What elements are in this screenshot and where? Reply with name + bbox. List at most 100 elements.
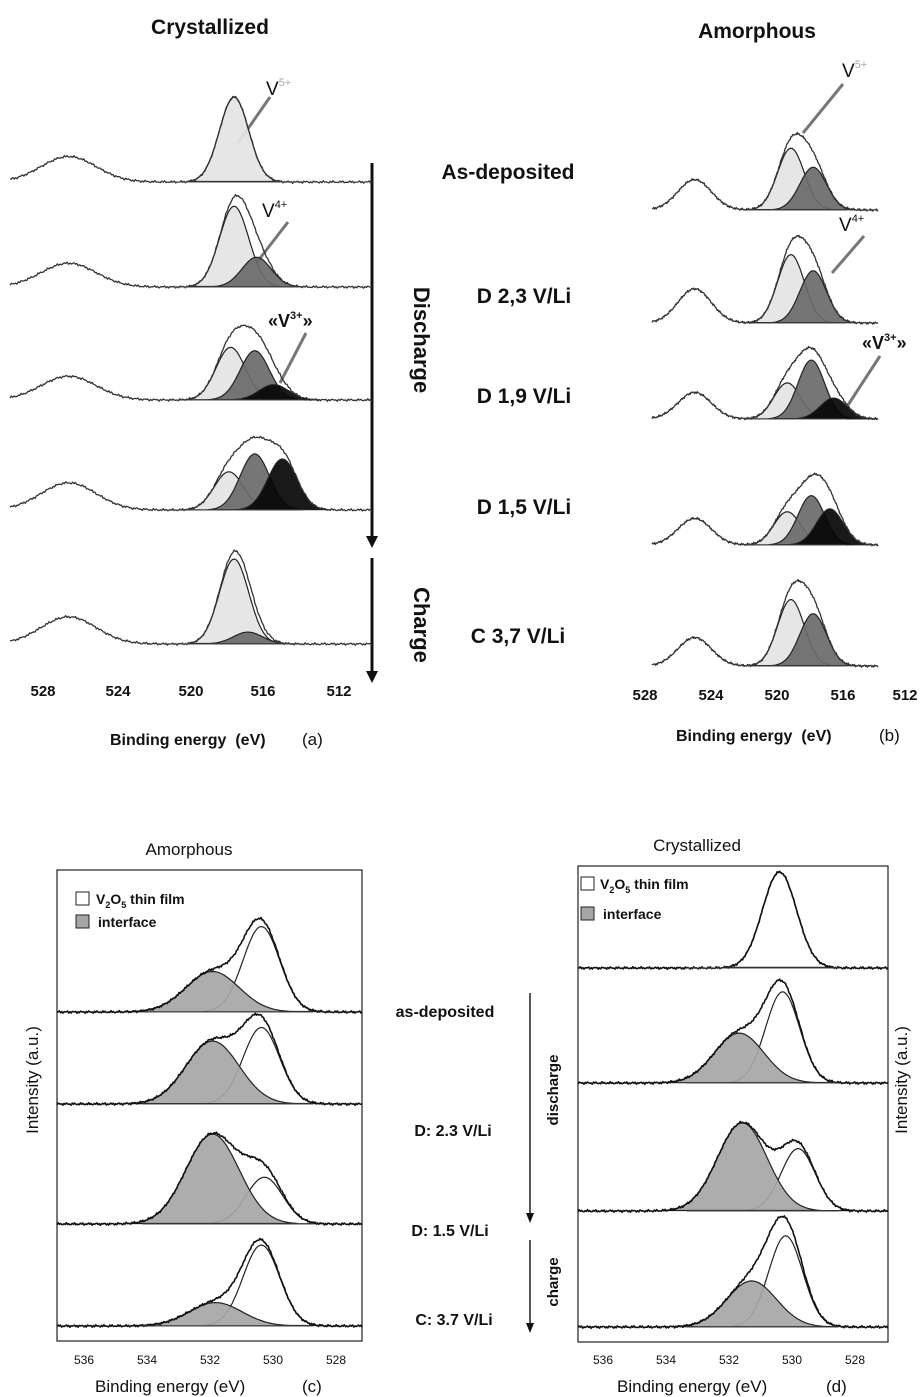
panel-b-title: Amorphous xyxy=(698,20,816,43)
panel-c-x-axis: 536 534 532 530 528 xyxy=(74,1353,346,1367)
spectrum-envelope xyxy=(56,1012,363,1106)
bottom-state-d15: D: 1.5 V/Li xyxy=(411,1223,488,1240)
legend-swatch-interface xyxy=(580,906,595,921)
spectrum-envelope xyxy=(9,324,373,402)
panel-c-frame xyxy=(56,869,363,1342)
legend-interface-label: interface xyxy=(603,906,662,922)
panel-a-x-axis: 528 524 520 516 512 xyxy=(30,683,351,700)
component-peak xyxy=(187,96,282,183)
panel-d-tick-label: 528 xyxy=(845,1353,865,1367)
charge-label: Charge xyxy=(409,587,434,663)
discharge-label: Discharge xyxy=(409,287,434,393)
spectrum-envelope xyxy=(651,578,879,668)
spectrum-envelope xyxy=(56,1131,363,1227)
spectrum-envelope xyxy=(651,472,879,547)
annot-b-v4-line xyxy=(830,235,866,274)
panel-b-x-label: Binding energy (eV) xyxy=(676,728,832,745)
spectrum-envelope xyxy=(577,1215,889,1330)
spectrum-envelope xyxy=(9,194,373,289)
spectrum-envelope xyxy=(577,1120,889,1214)
panel-b-tick-label: 520 xyxy=(764,687,789,704)
bottom-state-c37: C: 3.7 V/Li xyxy=(415,1312,492,1329)
legend-interface-label: interface xyxy=(98,914,157,930)
panel-d-tick-label: 534 xyxy=(656,1353,676,1367)
bottom-discharge-arrow xyxy=(526,993,534,1223)
panel-b-panel-label: (b) xyxy=(879,726,900,745)
spectrum-envelope xyxy=(9,549,373,646)
panel-d-panel-label: (d) xyxy=(826,1377,847,1396)
legend-swatch-interface xyxy=(75,914,90,929)
annot-a-v4-sup: 4+ xyxy=(275,199,288,211)
panel-c-tick-label: 536 xyxy=(74,1353,94,1367)
panel-a-tick-label: 520 xyxy=(178,683,203,700)
state-label-c37: C 3,7 V/Li xyxy=(471,625,566,648)
panel-d-x-label: Binding energy (eV) xyxy=(617,1377,767,1396)
bottom-state-as-deposited: as-deposited xyxy=(396,1004,495,1021)
panel-d-x-axis: 536 534 532 530 528 xyxy=(593,1353,865,1367)
state-label-d23: D 2,3 V/Li xyxy=(477,285,572,308)
panel-a-tick-label: 516 xyxy=(250,683,275,700)
annot-a-v3-close: » xyxy=(303,311,313,331)
annot-b-v5: V5+ xyxy=(842,59,867,82)
panel-c-tick-label: 530 xyxy=(263,1353,283,1367)
panel-c-legend: V2O5 thin film interface xyxy=(75,891,185,930)
panel-a-tick-label: 524 xyxy=(105,683,131,700)
spectrum-envelope xyxy=(651,345,879,421)
panel-b-x-axis: 528 524 520 516 512 xyxy=(632,687,917,704)
annot-b-v3-sup: 3+ xyxy=(884,332,897,344)
panel-b-tick-label: 524 xyxy=(698,687,724,704)
panel-b-tick-label: 512 xyxy=(892,687,917,704)
panel-c-y-label: Intensity (a.u.) xyxy=(23,1026,42,1134)
panel-d-tick-label: 532 xyxy=(719,1353,739,1367)
annot-b-v3-line xyxy=(846,355,882,406)
spectra-layer xyxy=(9,95,889,1330)
panel-a-tick-label: 512 xyxy=(326,683,351,700)
bottom-state-d23: D: 2.3 V/Li xyxy=(414,1123,491,1140)
panel-c-tick-label: 528 xyxy=(326,1353,346,1367)
panel-d-tick-label: 536 xyxy=(593,1353,613,1367)
panel-c-title: Amorphous xyxy=(146,840,233,859)
panel-d-tick-label: 530 xyxy=(782,1353,802,1367)
legend-swatch-film xyxy=(75,891,90,906)
component-peak xyxy=(226,384,321,401)
state-label-as-deposited: As-deposited xyxy=(441,161,574,184)
annot-b-v5-line xyxy=(801,83,845,134)
spectrum-envelope xyxy=(9,95,373,184)
annot-b-v4: V4+ xyxy=(839,213,864,236)
annot-a-v3-line xyxy=(278,332,308,384)
panel-d-y-label: Intensity (a.u.) xyxy=(892,1026,911,1134)
panel-c-tick-label: 534 xyxy=(137,1353,157,1367)
spectrum-envelope xyxy=(651,234,879,325)
annot-a-v5: V5+ xyxy=(266,77,291,100)
panel-a-title: Crystallized xyxy=(151,16,269,39)
panel-c-tick-label: 532 xyxy=(200,1353,220,1367)
panel-a-tick-label: 528 xyxy=(30,683,55,700)
annot-a-v3-sup: 3+ xyxy=(290,310,303,322)
bottom-charge-arrow xyxy=(526,1240,534,1333)
spectrum-envelope xyxy=(56,916,363,1014)
annot-b-v3: «V3+» xyxy=(862,332,907,353)
component-peak xyxy=(724,871,835,968)
charge-arrow xyxy=(366,558,378,683)
panel-d-legend: V2O5 thin film interface xyxy=(580,876,689,922)
annot-a-v4: V4+ xyxy=(262,199,287,222)
spectrum-envelope xyxy=(9,435,373,512)
panel-b-tick-label: 516 xyxy=(830,687,855,704)
spectrum-envelope xyxy=(56,1237,363,1329)
annot-b-v4-sup: 4+ xyxy=(852,213,865,225)
annot-a-v3: «V3+» xyxy=(268,310,313,331)
annot-a-v5-sup: 5+ xyxy=(279,77,292,89)
panel-a-panel-label: (a) xyxy=(302,730,323,749)
state-label-d15: D 1,5 V/Li xyxy=(477,496,572,519)
legend-film-label: V2O5 thin film xyxy=(600,876,689,895)
panel-c-panel-label: (c) xyxy=(302,1377,322,1396)
panel-d-title: Crystallized xyxy=(653,836,741,855)
annot-b-v5-sup: 5+ xyxy=(855,59,868,71)
legend-swatch-film xyxy=(580,876,595,891)
panel-a-x-label: Binding energy (eV) xyxy=(110,732,266,749)
bottom-charge-label: charge xyxy=(545,1257,562,1306)
panel-d-frame xyxy=(577,865,889,1343)
annot-b-v3-close: » xyxy=(897,333,907,353)
panel-c-x-label: Binding energy (eV) xyxy=(95,1377,245,1396)
